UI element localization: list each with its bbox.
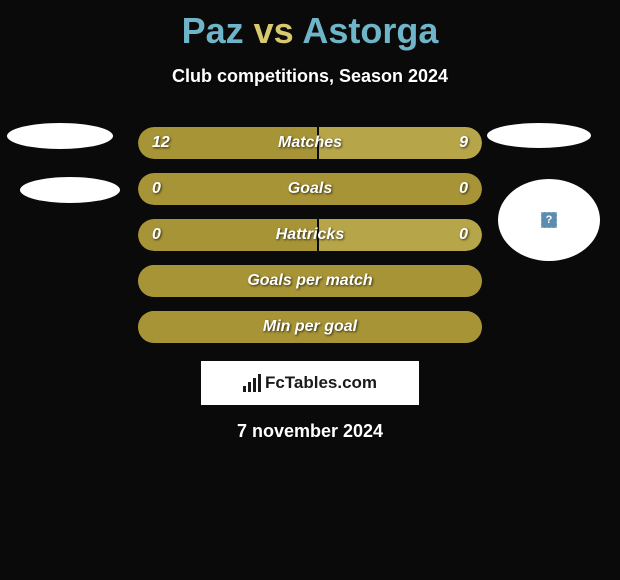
stat-row-min-per-goal: Min per goal	[138, 311, 482, 343]
title-vs: vs	[254, 10, 294, 51]
unknown-badge-icon: ?	[541, 212, 557, 228]
stat-value-left: 0	[138, 180, 198, 198]
title-player2: Astorga	[302, 10, 438, 51]
stat-value-left: 12	[138, 134, 198, 152]
stat-row-goals-per-match: Goals per match	[138, 265, 482, 297]
avatar-placeholder-left-2	[20, 177, 120, 203]
page-title: Paz vs Astorga	[0, 0, 620, 52]
fctables-logo[interactable]: FcTables.com	[201, 361, 419, 405]
logo-row: FcTables.com	[0, 361, 620, 405]
avatar-placeholder-right-2: ?	[498, 179, 600, 261]
stat-row-goals: 0Goals0	[138, 173, 482, 205]
stat-label: Matches	[198, 134, 422, 152]
avatar-placeholder-right-1	[487, 123, 591, 148]
stat-label: Hattricks	[198, 226, 422, 244]
stat-label: Min per goal	[198, 318, 422, 336]
stat-value-left: 0	[138, 226, 198, 244]
stat-value-right: 0	[422, 226, 482, 244]
logo-text: FcTables.com	[265, 373, 377, 393]
stat-value-right: 0	[422, 180, 482, 198]
logo-bars-icon	[243, 374, 261, 392]
date-label: 7 november 2024	[0, 421, 620, 442]
stat-label: Goals per match	[198, 272, 422, 290]
stat-row-hattricks: 0Hattricks0	[138, 219, 482, 251]
subtitle: Club competitions, Season 2024	[0, 66, 620, 87]
stat-label: Goals	[198, 180, 422, 198]
stat-row-matches: 12Matches9	[138, 127, 482, 159]
avatar-placeholder-left-1	[7, 123, 113, 149]
stat-value-right: 9	[422, 134, 482, 152]
title-player1: Paz	[182, 10, 244, 51]
